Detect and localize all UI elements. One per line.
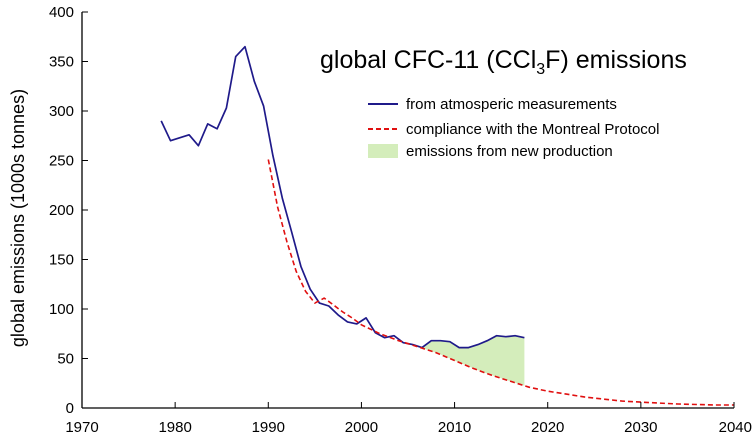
new-production-area: [422, 335, 525, 386]
y-tick-label: 0: [66, 400, 74, 417]
legend-label-measurements: from atmosperic measurements: [406, 96, 617, 113]
y-tick-label: 150: [49, 252, 74, 269]
y-tick-label: 200: [49, 202, 74, 219]
y-tick-label: 300: [49, 103, 74, 120]
y-tick-label: 100: [49, 301, 74, 318]
y-tick-label: 50: [57, 351, 74, 368]
legend-swatch-new-production: [368, 144, 398, 158]
legend-label-montreal: compliance with the Montreal Protocol: [406, 121, 659, 138]
x-tick-label: 1970: [65, 419, 98, 436]
x-tick-label: 2040: [719, 419, 752, 436]
x-tick-label: 1990: [252, 419, 285, 436]
y-tick-label: 400: [49, 4, 74, 21]
legend-label-new-production: emissions from new production: [406, 143, 613, 160]
x-tick-label: 2020: [531, 419, 564, 436]
y-tick-label: 350: [49, 54, 74, 71]
y-tick-label: 250: [49, 153, 74, 170]
y-axis-title: global emissions (1000s tonnes): [8, 89, 28, 347]
x-tick-label: 2010: [438, 419, 471, 436]
x-tick-label: 2000: [345, 419, 378, 436]
x-tick-label: 2030: [624, 419, 657, 436]
axes: 0 50 100 150 200 250 300 350 400 1970 1980 1990 2000…: [49, 4, 752, 436]
series-line-measurements: [160, 45, 525, 349]
chart-title: global CFC-11 (CCl3F) emissions: [320, 46, 687, 78]
legend: from atmosperic measurements compliance …: [368, 96, 659, 160]
x-tick-label: 1980: [158, 419, 191, 436]
